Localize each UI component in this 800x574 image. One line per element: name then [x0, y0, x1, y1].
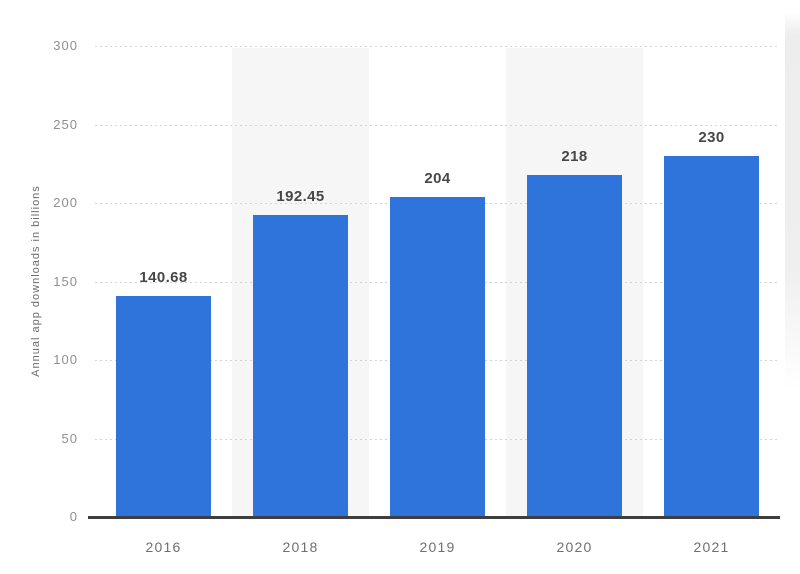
bar-value-label: 192.45 [276, 187, 325, 205]
y-tick-label: 150 [53, 273, 78, 289]
gridline [95, 46, 780, 47]
y-tick-label: 200 [53, 195, 78, 210]
bar-value-label: 204 [424, 169, 451, 187]
bar-value-label: 230 [698, 128, 725, 146]
x-tick-label: 2018 [282, 539, 319, 555]
y-tick-label: 300 [53, 38, 78, 53]
x-axis-line [88, 516, 780, 519]
bar[interactable] [253, 214, 348, 517]
x-tick-label: 2019 [419, 539, 456, 555]
y-tick-label: 100 [53, 352, 78, 367]
page-edge-shading [785, 12, 800, 390]
bar[interactable] [664, 155, 759, 517]
bar[interactable] [527, 174, 622, 517]
x-tick-label: 2020 [556, 539, 593, 555]
bar[interactable] [390, 196, 485, 517]
bar-value-label: 140.68 [139, 269, 188, 287]
bar-value-label: 218 [561, 147, 588, 165]
y-tick-label: 50 [61, 430, 78, 446]
gridline [95, 124, 780, 126]
bar[interactable] [116, 296, 211, 517]
y-tick-label: 0 [69, 509, 78, 524]
y-tick-label: 250 [53, 116, 78, 132]
x-tick-label: 2021 [693, 539, 730, 555]
x-tick-label: 2016 [145, 539, 182, 555]
